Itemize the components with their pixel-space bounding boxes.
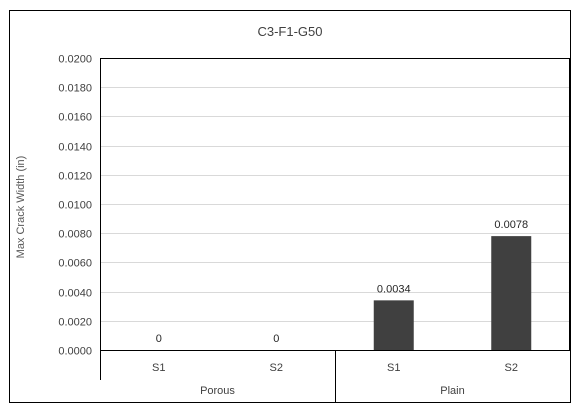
y-tick-label: 0.0080	[58, 229, 92, 241]
chart-title: C3-F1-G50	[257, 24, 322, 39]
axes	[100, 58, 570, 402]
x-tick-label: S2	[270, 362, 283, 374]
y-tick-label: 0.0100	[58, 200, 92, 212]
y-tick-label: 0.0040	[58, 288, 92, 300]
y-tick-label: 0.0060	[58, 258, 92, 270]
group-label: Porous	[200, 385, 235, 397]
y-tick-label: 0.0140	[58, 142, 92, 154]
bar	[373, 300, 414, 350]
y-tick-label: 0.0200	[58, 54, 92, 66]
y-tick-label: 0.0020	[58, 317, 92, 329]
y-tick-label: 0.0120	[58, 171, 92, 183]
x-tick-label: S2	[505, 362, 518, 374]
data-label: 0.0034	[377, 283, 411, 295]
bar	[491, 236, 532, 350]
data-label: 0	[273, 333, 279, 345]
chart-frame	[9, 10, 571, 403]
y-tick-label: 0.0180	[58, 83, 92, 95]
group-label: Plain	[440, 385, 464, 397]
x-tick-label: S1	[387, 362, 400, 374]
y-axis-label: Max Crack Width (in)	[15, 156, 27, 259]
data-label: 0	[156, 333, 162, 345]
labels: 0.0000 0.0020 0.0040 0.0060 0.0080 0.0100 0.01…	[58, 54, 528, 398]
bars	[373, 236, 532, 350]
x-tick-label: S1	[152, 362, 165, 374]
y-tick-label: 0.0000	[58, 346, 92, 358]
y-tick-label: 0.0160	[58, 112, 92, 124]
data-label: 0.0078	[494, 219, 528, 231]
